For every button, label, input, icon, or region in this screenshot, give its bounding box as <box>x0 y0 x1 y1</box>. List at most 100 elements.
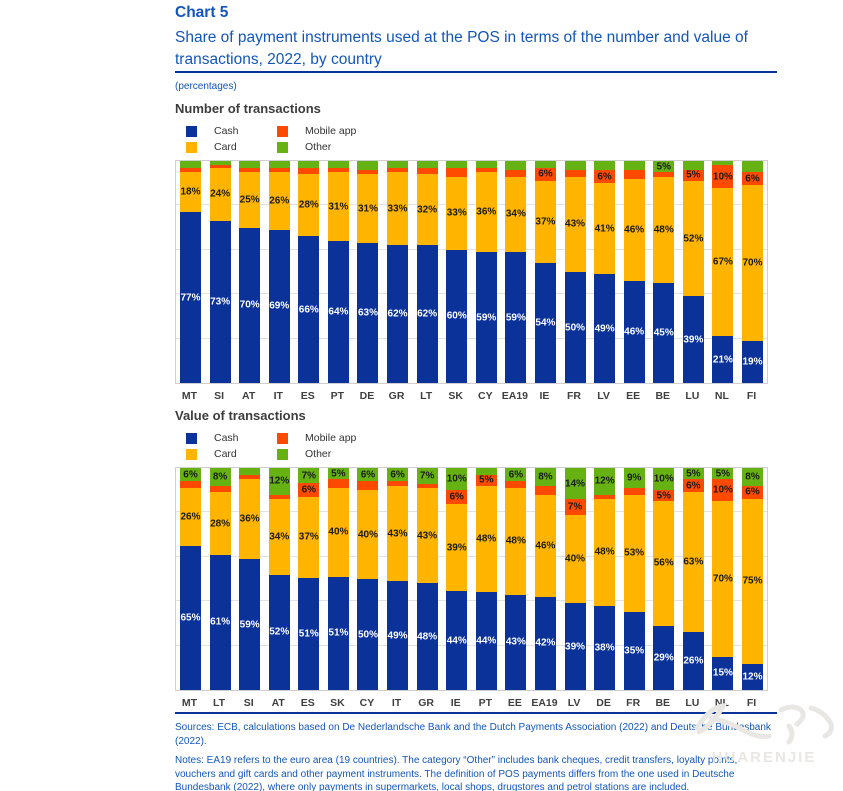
x-axis-label-FR: FR <box>623 697 644 709</box>
segment-other <box>712 161 734 166</box>
segment-card: 63% <box>682 492 704 633</box>
gridline <box>176 644 767 646</box>
segment-value-label: 48% <box>476 533 497 545</box>
x-axis-label-LV: LV <box>593 390 614 402</box>
segment-value-label: 37% <box>535 216 556 228</box>
segment-card: 31% <box>357 174 379 244</box>
chart-number-of-transactions: Number of transactions Cash Card Mobile ap… <box>175 101 777 402</box>
segment-cash: 64% <box>327 240 349 383</box>
segment-other: 5% <box>653 161 675 173</box>
country-label: SK <box>330 697 345 709</box>
segment-card: 34% <box>268 499 290 575</box>
legend-swatch-icon <box>186 448 197 460</box>
segment-cash: 29% <box>653 625 675 690</box>
bar-ES: 66% 28% <box>298 161 320 383</box>
segment-mobile-app <box>357 481 379 491</box>
plot-area: 65% 26% 6% 61% 28% 8% 59% 36% 52% 34% 12% 51% 37% 6% 7… <box>175 467 768 691</box>
legend-label: Cash <box>214 125 239 137</box>
segment-value-label: 64% <box>328 306 349 318</box>
x-axis-label-GR: GR <box>416 697 437 709</box>
x-axis-label-SI: SI <box>209 390 230 402</box>
bar-LV: 49% 41% 6% <box>594 161 616 383</box>
x-axis-label-IT: IT <box>386 697 407 709</box>
segment-card: 41% <box>594 183 616 275</box>
segment-other: 5% <box>327 468 349 480</box>
x-axis-label-CY: CY <box>356 697 377 709</box>
segment-value-label: 40% <box>328 526 349 538</box>
country-label: IT <box>391 697 402 709</box>
segment-value-label: 6% <box>390 469 405 481</box>
x-axis-label-SK: SK <box>445 390 466 402</box>
country-label: LT <box>213 697 226 709</box>
segment-cash: 15% <box>712 656 734 690</box>
country-label: GR <box>418 697 434 709</box>
segment-other: 6% <box>357 468 379 482</box>
country-label: FR <box>626 697 641 709</box>
segment-cash: 19% <box>741 340 763 383</box>
legend-item-other: Other <box>277 141 356 153</box>
segment-cash: 49% <box>594 274 616 383</box>
x-axis: MT LT SI AT ES SK CY IT GR IE PT EE EA19 LV DE FR BE LU NL… <box>175 697 766 709</box>
segment-value-label: 66% <box>298 304 319 316</box>
segment-card: 53% <box>623 494 645 613</box>
country-label: EE <box>626 390 641 402</box>
legend-item-mobile-app: Mobile app <box>277 125 356 137</box>
segment-mobile-app: 6% <box>741 172 763 186</box>
segment-value-label: 6% <box>686 480 701 492</box>
segment-value-label: 5% <box>715 468 731 480</box>
segment-mobile-app <box>416 167 438 175</box>
segment-other: 7% <box>416 468 438 484</box>
segment-mobile-app <box>268 167 290 173</box>
segment-other: 9% <box>623 468 645 488</box>
segment-card: 70% <box>712 501 734 657</box>
segment-value-label: 44% <box>476 635 497 647</box>
segment-value-label: 49% <box>594 323 615 335</box>
x-axis-label-NL: NL <box>711 390 732 402</box>
segment-value-label: 70% <box>239 299 260 311</box>
segment-other <box>505 161 527 170</box>
country-label: ES <box>300 390 315 402</box>
segment-other <box>534 161 556 168</box>
x-axis-label-LU: LU <box>682 697 703 709</box>
segment-mobile-app <box>239 474 261 480</box>
legend-item-card: Card <box>186 141 277 153</box>
segment-value-label: 34% <box>269 531 290 543</box>
segment-other: 8% <box>209 468 231 486</box>
segment-value-label: 70% <box>742 257 763 269</box>
segment-cash: 65% <box>180 545 201 690</box>
x-axis-label-MT: MT <box>179 390 200 402</box>
segment-value-label: 6% <box>183 469 198 481</box>
segment-value-label: 6% <box>449 491 464 503</box>
segment-card: 40% <box>357 490 379 579</box>
segment-value-label: 67% <box>712 256 733 268</box>
country-label: PT <box>330 390 345 402</box>
segment-cash: 62% <box>387 245 409 383</box>
segment-mobile-app <box>209 165 231 168</box>
segment-mobile-app <box>505 169 527 177</box>
segment-value-label: 33% <box>446 207 467 219</box>
country-label: NL <box>714 390 729 402</box>
segment-value-label: 29% <box>653 652 674 664</box>
country-label: NL <box>714 697 729 709</box>
page-title: Share of payment instruments used at the… <box>175 29 748 68</box>
segment-mobile-app <box>357 169 379 175</box>
segment-other <box>327 161 349 168</box>
legend-swatch-icon <box>186 432 197 444</box>
legend-label: Other <box>305 141 332 153</box>
segment-value-label: 10% <box>712 484 733 496</box>
segment-cash: 26% <box>682 632 704 690</box>
segment-card: 40% <box>564 514 586 604</box>
segment-card: 48% <box>475 485 497 593</box>
bar-PT: 44% 48% 5% <box>475 468 497 690</box>
segment-value-label: 52% <box>269 626 290 638</box>
bar-FR: 35% 53% 9% <box>623 468 645 690</box>
segment-mobile-app: 6% <box>741 485 763 499</box>
segment-value-label: 33% <box>387 203 408 215</box>
x-axis-label-IE: IE <box>534 390 555 402</box>
segment-value-label: 48% <box>505 535 526 547</box>
segment-card: 52% <box>682 180 704 297</box>
segment-value-label: 46% <box>624 224 645 236</box>
segment-other: 10% <box>446 468 468 491</box>
chart-number: Chart 5 <box>175 4 229 21</box>
chart-value-of-transactions: Value of transactions Cash Card Mobile app… <box>175 408 777 709</box>
